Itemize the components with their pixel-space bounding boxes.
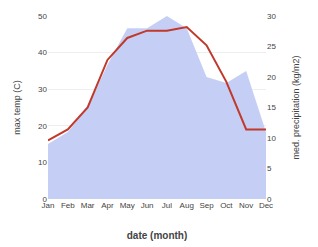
svg-text:Nov: Nov — [239, 201, 253, 210]
svg-text:date (month): date (month) — [127, 230, 188, 241]
svg-text:Feb: Feb — [61, 201, 75, 210]
svg-text:May: May — [120, 201, 135, 210]
svg-text:0: 0 — [43, 195, 48, 204]
svg-text:Jan: Jan — [42, 201, 55, 210]
svg-text:5: 5 — [267, 164, 272, 173]
svg-text:Sep: Sep — [199, 201, 214, 210]
svg-text:Aug: Aug — [180, 201, 194, 210]
svg-text:10: 10 — [267, 134, 276, 143]
svg-text:Apr: Apr — [101, 201, 114, 210]
svg-text:20: 20 — [267, 73, 276, 82]
svg-text:20: 20 — [38, 122, 47, 131]
svg-text:15: 15 — [267, 103, 276, 112]
svg-text:Mar: Mar — [81, 201, 95, 210]
svg-text:Oct: Oct — [220, 201, 233, 210]
svg-text:30: 30 — [38, 85, 47, 94]
svg-text:med. precipitation (kg/m2): med. precipitation (kg/m2) — [291, 55, 301, 159]
svg-text:40: 40 — [38, 48, 47, 57]
svg-text:10: 10 — [38, 158, 47, 167]
svg-text:Jun: Jun — [141, 201, 154, 210]
svg-text:30: 30 — [267, 12, 276, 21]
svg-text:max temp (C): max temp (C) — [12, 80, 22, 135]
svg-text:Dec: Dec — [259, 201, 273, 210]
svg-text:0: 0 — [267, 195, 272, 204]
svg-text:Jul: Jul — [162, 201, 172, 210]
svg-text:25: 25 — [267, 42, 276, 51]
svg-text:50: 50 — [38, 12, 47, 21]
